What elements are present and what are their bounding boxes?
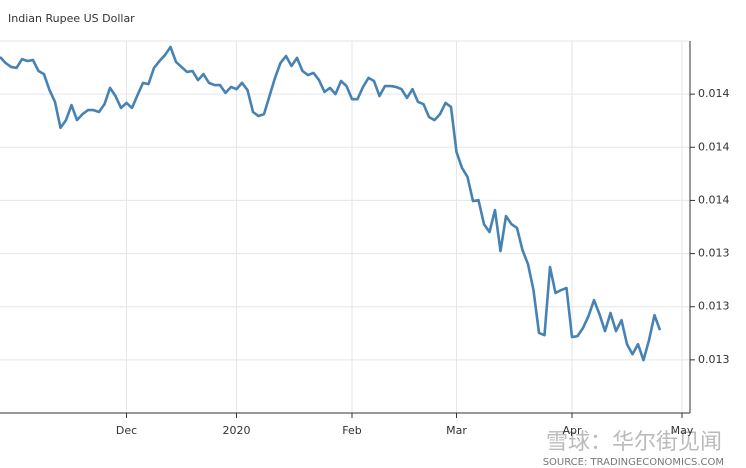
y-tick-label: 0.014 — [698, 193, 730, 206]
watermark: 雪球：华尔街见闻 — [546, 430, 722, 455]
line — [0, 45, 662, 362]
y-tick-label: 0.013 — [698, 300, 730, 313]
x-tick-label: Mar — [446, 424, 467, 437]
y-tick-label: 0.014 — [698, 87, 730, 100]
source: SOURCE: TRADINGECONOMICS.COM — [543, 457, 724, 468]
x-tick-label: May — [671, 424, 694, 437]
y-tick-label: 0.013 — [698, 247, 730, 260]
x-tick-label: Dec — [116, 424, 137, 437]
x-tick-label: Apr — [562, 424, 582, 437]
x-tick-label: 2020 — [223, 424, 251, 437]
x-tick-label: Feb — [342, 424, 361, 437]
chart-title: Indian Rupee US Dollar — [8, 12, 135, 25]
y-tick-label: 0.014 — [698, 140, 730, 153]
y-tick-label: 0.013 — [698, 353, 730, 366]
